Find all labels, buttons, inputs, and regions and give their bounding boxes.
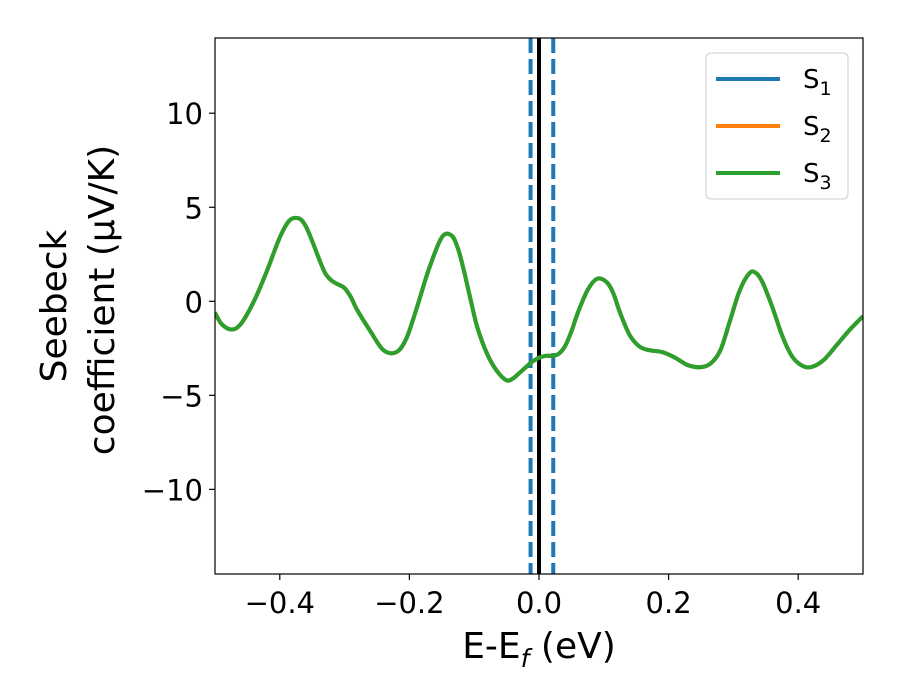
- y-tick-label: −10: [142, 473, 203, 507]
- legend-label-s2: S2: [803, 112, 832, 147]
- x-tick-label: 0.0: [516, 586, 562, 620]
- y-axis-label-line2: coefficient (μV/K): [82, 145, 123, 455]
- legend: S1 S2 S3: [705, 52, 849, 200]
- legend-label-s3: S3: [803, 159, 832, 194]
- y-tick-label: −5: [160, 379, 203, 413]
- y-axis-label-line1: Seebeck: [34, 229, 75, 382]
- y-tick-label: 0: [185, 285, 203, 319]
- x-tick-label: −0.4: [245, 586, 315, 620]
- x-tick-label: −0.2: [374, 586, 444, 620]
- y-tick-label: 5: [185, 191, 203, 225]
- y-axis-label: Seebeck coefficient (μV/K): [34, 145, 123, 455]
- x-axis-ticks: −0.4 −0.2 0.0 0.2 0.4: [245, 574, 821, 620]
- x-tick-label: 0.4: [775, 586, 821, 620]
- series-layer: [215, 215, 863, 383]
- y-axis-ticks: −10 −5 0 5 10: [142, 97, 215, 507]
- legend-label-s1: S1: [803, 65, 832, 100]
- y-tick-label: 10: [166, 97, 203, 131]
- x-axis-label: E-Ef (eV): [462, 626, 616, 673]
- x-tick-label: 0.2: [646, 586, 692, 620]
- fermi-level-lines: [528, 38, 556, 574]
- series-line-s3: [215, 215, 863, 383]
